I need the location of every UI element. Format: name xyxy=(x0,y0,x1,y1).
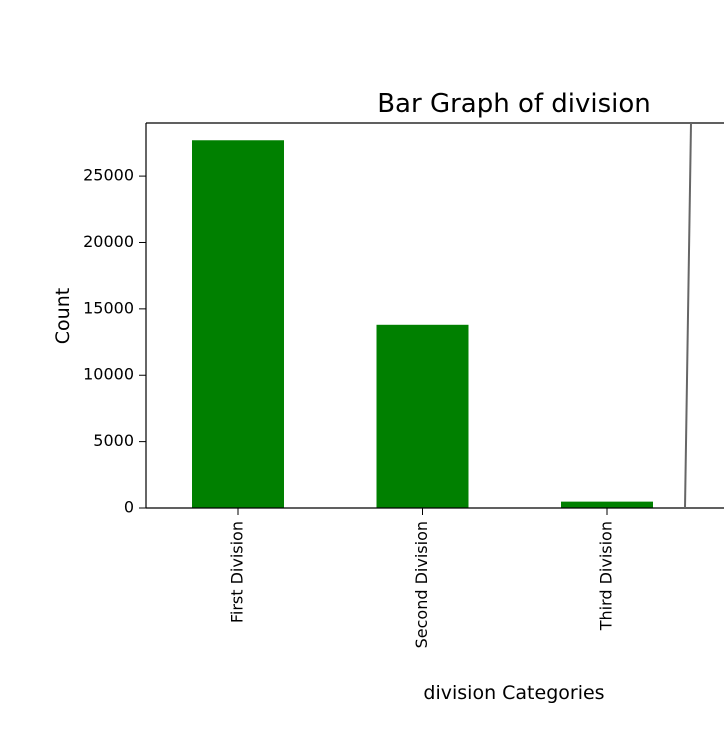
bar-3 xyxy=(561,501,653,508)
y-tick-label: 15000 xyxy=(83,298,134,317)
y-axis: 0 5000 10000 15000 20000 25000 xyxy=(83,166,146,517)
y-tick-label: 20000 xyxy=(83,232,134,251)
x-tick-label: First Division xyxy=(228,521,247,623)
y-tick-label: 0 xyxy=(124,498,134,517)
plot-frame xyxy=(145,122,724,509)
y-tick-label: 25000 xyxy=(83,166,134,185)
y-axis-label: Count xyxy=(52,288,74,344)
x-tick-label: Second Division xyxy=(412,521,431,648)
bar-2 xyxy=(376,324,469,508)
y-tick-label: 5000 xyxy=(93,431,134,450)
y-tick-label: 10000 xyxy=(83,365,134,384)
x-axis: First Division Second Division Third Divis… xyxy=(228,508,616,648)
bars-group xyxy=(192,140,653,509)
stray-line xyxy=(684,122,692,509)
bar-1 xyxy=(192,140,284,509)
x-axis-label: division Categories xyxy=(423,682,604,704)
x-tick-label: Third Division xyxy=(597,521,616,631)
chart-title: Bar Graph of division xyxy=(377,89,651,119)
